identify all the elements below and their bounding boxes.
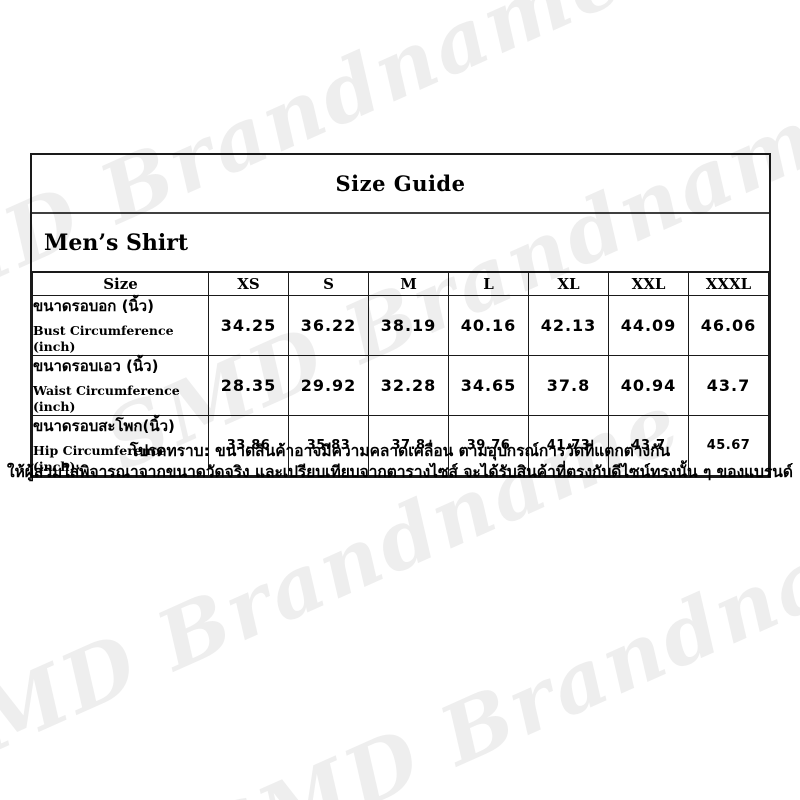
row-label-hip-english: Hip Circumference (inch) xyxy=(33,442,167,474)
value-cell: 38.19 xyxy=(368,294,449,356)
column-header-xs: XS xyxy=(208,271,289,296)
value-cell: 41.73 xyxy=(528,414,609,476)
table-row-bust: ขนาดรอบอก (นิ้ว) Bust Circumference (inc… xyxy=(32,294,769,356)
value-cell: 37.8 xyxy=(368,414,449,476)
row-label-waist-thai: ขนาดรอบเอว (นิ้ว) xyxy=(33,356,159,375)
disclaimer-line-1: โปรดทราบ: ขนาดสินค้าอาจมีความคลาดเคลื่อน… xyxy=(129,442,671,460)
value-cell: 45.67 xyxy=(688,414,769,476)
value-cell: 43.7 xyxy=(688,354,769,416)
garment-title: Men’s Shirt xyxy=(44,229,189,256)
measurement-table: Size XS S M L XL XXL XXXL ขนาดรอบอก (นิ้… xyxy=(32,271,769,476)
size-guide-table: Size Guide Men’s Shirt Size XS S M L XL … xyxy=(30,153,771,478)
value-cell: 44.09 xyxy=(608,294,689,356)
value-cell: 42.13 xyxy=(528,294,609,356)
table-header-row: Size XS S M L XL XXL XXXL xyxy=(32,271,769,296)
value-cell: 40.94 xyxy=(608,354,689,416)
column-header-size: Size xyxy=(32,271,209,296)
value-cell: 29.92 xyxy=(288,354,369,416)
column-header-xxxl: XXXL xyxy=(688,271,769,296)
row-label-bust: ขนาดรอบอก (นิ้ว) Bust Circumference (inc… xyxy=(32,294,209,356)
value-cell: 32.28 xyxy=(368,354,449,416)
disclaimer-note: โปรดทราบ: ขนาดสินค้าอาจมีความคลาดเคลื่อน… xyxy=(0,441,800,483)
value-cell: 37.8 xyxy=(528,354,609,416)
value-cell: 33.86 xyxy=(208,414,289,476)
column-header-l: L xyxy=(448,271,529,296)
value-cell: 36.22 xyxy=(288,294,369,356)
column-header-xxl: XXL xyxy=(608,271,689,296)
value-cell: 46.06 xyxy=(688,294,769,356)
row-label-waist-english: Waist Circumference (inch) xyxy=(33,382,180,414)
value-cell: 39.76 xyxy=(448,414,529,476)
row-label-hip: ขนาดรอบสะโพก(นิ้ว) Hip Circumference (in… xyxy=(32,414,209,476)
column-header-s: S xyxy=(288,271,369,296)
column-header-xl: XL xyxy=(528,271,609,296)
value-cell: 28.35 xyxy=(208,354,289,416)
row-label-hip-thai: ขนาดรอบสะโพก(นิ้ว) xyxy=(33,416,175,435)
watermark-text: SMD Brandname xyxy=(188,468,800,800)
table-row-waist: ขนาดรอบเอว (นิ้ว) Waist Circumference (i… xyxy=(32,354,769,416)
row-label-bust-thai: ขนาดรอบอก (นิ้ว) xyxy=(33,296,154,315)
value-cell: 35.83 xyxy=(288,414,369,476)
value-cell: 34.25 xyxy=(208,294,289,356)
value-cell: 43.7 xyxy=(608,414,689,476)
value-cell: 40.16 xyxy=(448,294,529,356)
row-label-waist: ขนาดรอบเอว (นิ้ว) Waist Circumference (i… xyxy=(32,354,209,416)
table-row-hip: ขนาดรอบสะโพก(นิ้ว) Hip Circumference (in… xyxy=(32,414,769,476)
row-label-bust-english: Bust Circumference (inch) xyxy=(33,322,174,354)
value-cell: 34.65 xyxy=(448,354,529,416)
size-guide-title: Size Guide xyxy=(32,155,769,214)
column-header-m: M xyxy=(368,271,449,296)
disclaimer-line-2: ให้ผู้สวมใส่พิจารณาจากขนาดวัดจริง และเปร… xyxy=(7,463,793,481)
